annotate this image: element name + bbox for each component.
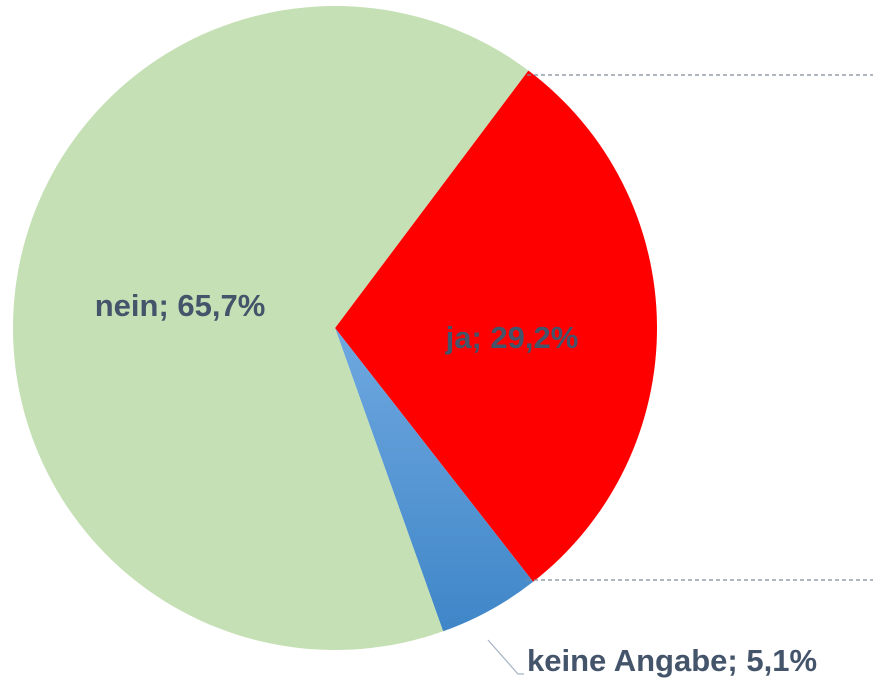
data-label: keine Angabe; 5,1%	[527, 643, 817, 678]
pie-slice	[13, 6, 529, 650]
pie-slice	[335, 328, 534, 632]
data-label: ja; 29,2%	[445, 320, 579, 355]
pie-slice	[335, 70, 658, 582]
data-label: nein; 65,7%	[95, 288, 266, 323]
leader-line	[487, 639, 524, 675]
